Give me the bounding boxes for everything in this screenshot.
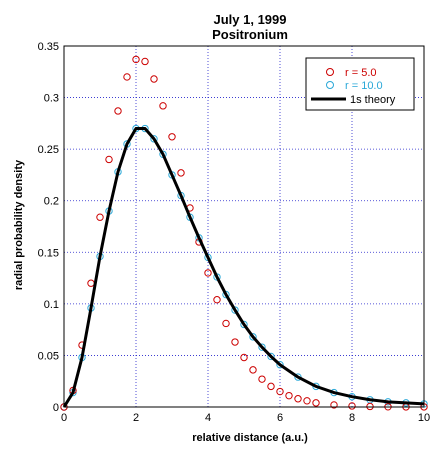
x-tick-label: 6: [277, 412, 283, 424]
legend: r = 5.0 r = 10.0 1s theory: [305, 57, 415, 111]
x-tick-label: 8: [349, 412, 355, 424]
plot-frame: [63, 45, 425, 408]
series-r-5-0-point: [168, 133, 176, 141]
series-1s-theory-line: [62, 127, 425, 408]
legend-label-r5: r = 5.0: [345, 67, 377, 79]
series-r-5-0-point: [285, 391, 293, 400]
series-r-5-0-point: [114, 107, 122, 115]
series-r-5-0-point: [141, 57, 149, 66]
legend-marker-r10: [326, 81, 334, 89]
series-r-5-0-point: [177, 169, 185, 177]
x-axis-label: relative distance (a.u.): [192, 432, 308, 444]
y-tick-label: 0: [53, 402, 59, 414]
series-r-10-0-point: [267, 352, 275, 361]
series-r-5-0-point: [204, 269, 212, 277]
series-r-5-0-point: [87, 279, 95, 287]
series-r-5-0-point: [231, 338, 239, 346]
series-r-10-0-point: [150, 135, 158, 143]
y-tick-label: 0.2: [44, 196, 59, 208]
x-tick-label: 0: [61, 412, 67, 424]
series-r-5-0-point: [150, 75, 158, 83]
chart-subtitle: Positronium: [212, 27, 288, 42]
x-tick-label: 4: [205, 412, 211, 424]
chart-title: July 1, 1999: [214, 12, 287, 27]
series-r-5-0-point: [249, 366, 257, 374]
series-r-5-0-point: [222, 319, 230, 328]
y-tick-label: 0.3: [44, 93, 59, 105]
y-tick-label: 0.25: [38, 144, 59, 156]
series-r-5-0-point: [240, 353, 248, 362]
series-r-5-0-point: [132, 55, 140, 64]
legend-label-theory: 1s theory: [350, 94, 396, 106]
series-r-5-0-point: [303, 397, 311, 405]
y-tick-label: 0.1: [44, 299, 59, 311]
y-tick-label: 0.05: [38, 350, 59, 362]
series-1s-theory: [62, 127, 425, 408]
series-r-10-0-point: [231, 306, 239, 314]
x-tick-label: 10: [418, 412, 430, 424]
series-r-10-0: [60, 124, 428, 411]
series-r-5-0-point: [267, 382, 275, 391]
series-r-5-0-point: [123, 73, 131, 81]
y-tick-label: 0.35: [38, 41, 59, 53]
series-r-5-0-point: [213, 296, 221, 304]
y-tick-label: 0.15: [38, 247, 59, 259]
series-r-5-0-point: [159, 102, 167, 110]
tick-labels: 0 2 4 6 8 10 0 0.05 0.1 0.15 0.2 0.25 0.3 0.35: [38, 41, 431, 424]
series-r-5-0-point: [294, 395, 302, 403]
series-r-5-0-point: [276, 387, 284, 396]
series-r-5-0-point: [105, 155, 113, 164]
series-r-10-0-point: [258, 343, 266, 351]
series-r-5-0-point: [330, 401, 338, 409]
series-r-5-0-point: [258, 375, 266, 383]
series-r-10-0-point: [249, 333, 257, 341]
legend-marker-r5: [326, 68, 334, 76]
series-r-10-0-point: [276, 361, 284, 369]
series-r-5-0-point: [348, 402, 356, 410]
series-r-5-0-point: [366, 402, 374, 411]
series-layer: [60, 55, 428, 411]
series-r-10-0-point: [240, 320, 248, 329]
y-axis-label: radial probability density: [13, 159, 25, 290]
legend-label-r10: r = 10.0: [345, 80, 383, 92]
legend-box: [305, 57, 415, 111]
x-tick-label: 2: [133, 412, 139, 424]
series-r-5-0-point: [96, 213, 104, 221]
series-r-5-0-point: [312, 399, 320, 407]
